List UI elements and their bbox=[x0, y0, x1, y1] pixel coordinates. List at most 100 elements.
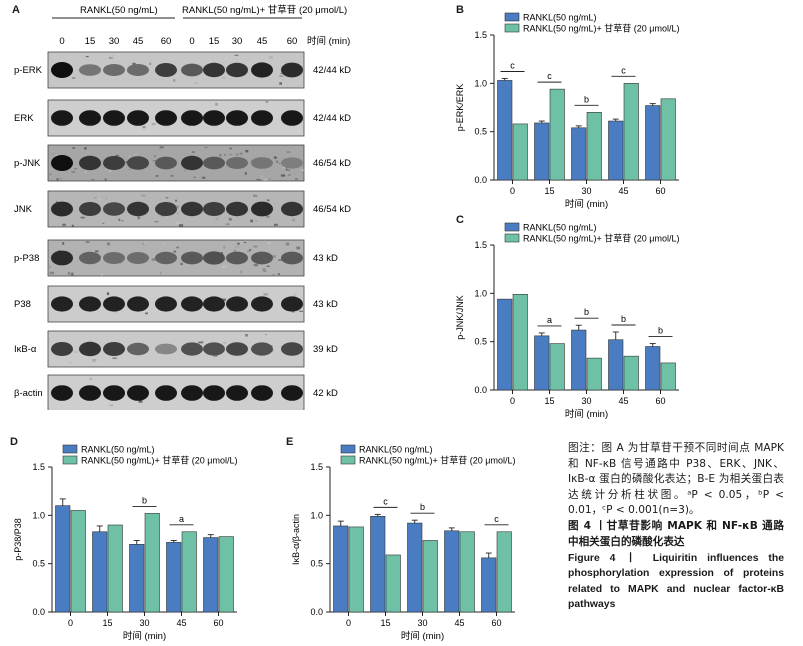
blot-name-label: p-ERK bbox=[14, 65, 43, 76]
y-tick-label: 1.0 bbox=[474, 288, 487, 298]
blot-noise bbox=[71, 171, 76, 173]
bar bbox=[512, 123, 528, 181]
blot-noise bbox=[292, 310, 295, 313]
y-tick-label: 1.5 bbox=[474, 30, 487, 40]
y-tick-label: 0.5 bbox=[32, 559, 45, 569]
blot-noise bbox=[98, 157, 102, 159]
bar bbox=[181, 531, 197, 613]
bar bbox=[218, 536, 234, 613]
blot-noise bbox=[234, 245, 239, 249]
blot-band bbox=[51, 296, 73, 312]
x-axis-label: 时间 (min) bbox=[565, 198, 608, 210]
blot-noise bbox=[224, 154, 226, 156]
blot-band bbox=[155, 156, 177, 170]
blot-noise bbox=[263, 178, 268, 182]
blot-noise bbox=[201, 340, 204, 344]
blot-noise bbox=[128, 262, 132, 265]
legend-swatch bbox=[62, 444, 78, 454]
blot-band bbox=[203, 385, 225, 401]
y-axis-label: p-JNK/JNK bbox=[455, 295, 465, 340]
x-tick-label: 0 bbox=[510, 186, 515, 196]
blot-band bbox=[203, 251, 225, 265]
blot-size-label: 42/44 kD bbox=[313, 65, 351, 76]
legend-label: RANKL(50 ng/mL) bbox=[523, 223, 597, 233]
blot-band bbox=[79, 385, 101, 401]
blot-band bbox=[51, 250, 73, 266]
blot-noise bbox=[51, 152, 56, 156]
legend-label: RANKL(50 ng/mL)+ 甘草苷 (20 μmol/L) bbox=[523, 23, 680, 34]
figure-caption: 图注：图 A 为甘草苷干预不同时间点 MAPK 和 NF-κB 信号通路中 P3… bbox=[568, 441, 784, 612]
blot-band bbox=[103, 342, 125, 356]
blot-noise bbox=[105, 167, 108, 171]
blot-band bbox=[281, 201, 303, 217]
blot-noise bbox=[176, 246, 180, 249]
blot-noise bbox=[80, 216, 85, 219]
blot-noise bbox=[240, 270, 243, 274]
blot-band bbox=[155, 202, 177, 216]
blot-noise bbox=[149, 62, 152, 65]
caption-en-title: Figure 4 丨 Liquiritin influences the pho… bbox=[568, 553, 784, 610]
blot-band bbox=[127, 64, 149, 76]
blot-noise bbox=[269, 56, 273, 59]
blot-noise bbox=[137, 216, 141, 220]
blot-noise bbox=[247, 249, 250, 253]
blot-noise bbox=[121, 220, 124, 222]
blot-band bbox=[251, 62, 273, 78]
x-tick-label: 60 bbox=[491, 618, 501, 628]
blot-noise bbox=[62, 242, 65, 245]
blot-noise bbox=[280, 73, 284, 75]
blot-noise bbox=[154, 221, 159, 223]
blot-noise bbox=[73, 351, 78, 353]
blot-noise bbox=[245, 149, 249, 153]
y-tick-label: 0.0 bbox=[474, 385, 487, 395]
blot-band bbox=[181, 342, 203, 356]
blot-size-label: 42/44 kD bbox=[313, 113, 351, 124]
blot-noise bbox=[244, 242, 247, 244]
legend-label: RANKL(50 ng/mL)+ 甘草苷 (20 μmol/L) bbox=[81, 455, 238, 466]
blot-noise bbox=[266, 199, 270, 202]
y-tick-label: 1.5 bbox=[474, 240, 487, 250]
blot-band bbox=[103, 252, 125, 264]
blot-noise bbox=[138, 399, 143, 403]
blot-noise bbox=[253, 245, 258, 248]
blot-band bbox=[155, 251, 177, 265]
blot-noise bbox=[84, 171, 87, 174]
blot-noise bbox=[152, 160, 156, 162]
blot-band bbox=[281, 62, 303, 78]
blot-noise bbox=[185, 199, 187, 202]
x-tick-label: 45 bbox=[176, 618, 186, 628]
x-tick-label: 45 bbox=[454, 618, 464, 628]
blot-band bbox=[203, 342, 225, 356]
blot-noise bbox=[263, 270, 267, 273]
bar bbox=[444, 530, 460, 613]
legend-swatch bbox=[504, 23, 520, 33]
blot-noise bbox=[286, 151, 291, 153]
blot-noise bbox=[266, 265, 270, 267]
blot-band bbox=[51, 385, 73, 401]
chart-e: RANKL(50 ng/mL)RANKL(50 ng/mL)+ 甘草苷 (20 … bbox=[291, 445, 516, 643]
group1-label: RANKL(50 ng/mL) bbox=[80, 5, 158, 16]
blot-noise bbox=[108, 169, 112, 173]
y-tick-label: 0.5 bbox=[310, 559, 323, 569]
blot-noise bbox=[279, 75, 284, 77]
blot-band bbox=[281, 251, 303, 265]
x-tick-label: 0 bbox=[68, 618, 73, 628]
blot-size-label: 46/54 kD bbox=[313, 204, 351, 215]
x-tick-label: 15 bbox=[544, 396, 554, 406]
blot-name-label: JNK bbox=[14, 204, 33, 215]
legend-label: RANKL(50 ng/mL) bbox=[523, 13, 597, 23]
blot-noise bbox=[256, 178, 261, 181]
blot-noise bbox=[223, 245, 226, 249]
y-tick-label: 0.5 bbox=[474, 337, 487, 347]
blot-noise bbox=[267, 242, 271, 244]
blot-noise bbox=[100, 273, 103, 276]
blot-noise bbox=[71, 77, 76, 79]
legend-label: RANKL(50 ng/mL) bbox=[359, 445, 433, 455]
y-tick-label: 1.0 bbox=[474, 78, 487, 88]
blot-noise bbox=[229, 154, 233, 156]
blot-band bbox=[51, 62, 73, 78]
timepoint-label: 15 bbox=[85, 36, 96, 47]
blot-noise bbox=[108, 56, 113, 59]
significance-letter: c bbox=[494, 514, 499, 524]
bar bbox=[586, 112, 602, 181]
